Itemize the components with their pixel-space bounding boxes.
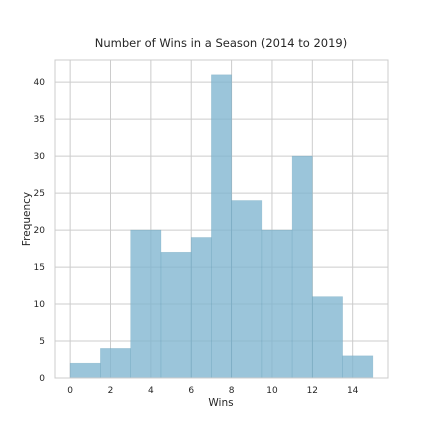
x-tick-label: 0 bbox=[67, 386, 73, 396]
x-tick-label: 10 bbox=[266, 386, 278, 396]
x-tick-labels: 0 2 4 6 8 10 12 14 bbox=[67, 386, 358, 396]
histogram-bar bbox=[69, 362, 101, 379]
y-tick-label: 30 bbox=[34, 152, 46, 162]
y-tick-label: 35 bbox=[34, 115, 45, 125]
histogram-bar bbox=[231, 200, 263, 379]
x-tick-label: 6 bbox=[188, 386, 194, 396]
histogram-bar bbox=[342, 355, 374, 379]
histogram-bar bbox=[291, 155, 313, 379]
x-tick-label: 12 bbox=[307, 386, 318, 396]
y-tick-label: 5 bbox=[39, 337, 45, 347]
x-tick-label: 2 bbox=[108, 386, 114, 396]
y-tick-labels: 0 5 10 15 20 25 30 35 40 bbox=[34, 78, 46, 384]
y-tick-label: 15 bbox=[34, 263, 45, 273]
plot-frame bbox=[54, 59, 389, 379]
y-axis-label: Frequency bbox=[21, 192, 33, 246]
histogram-bar bbox=[312, 296, 343, 379]
histogram-bar bbox=[160, 251, 192, 379]
y-tick-label: 10 bbox=[34, 300, 46, 310]
histogram-bar bbox=[211, 74, 232, 379]
y-tick-label: 25 bbox=[34, 189, 45, 199]
chart-title: Number of Wins in a Season (2014 to 2019… bbox=[95, 36, 347, 50]
y-tick-label: 40 bbox=[34, 78, 46, 88]
histogram-bar bbox=[130, 229, 162, 379]
x-tick-label: 14 bbox=[347, 386, 359, 396]
histogram-bars bbox=[69, 74, 374, 379]
y-tick-label: 0 bbox=[39, 374, 45, 384]
x-tick-label: 4 bbox=[148, 386, 154, 396]
y-tick-label: 20 bbox=[34, 226, 46, 236]
histogram-bar bbox=[261, 229, 293, 379]
histogram-bar bbox=[190, 237, 212, 379]
x-tick-label: 8 bbox=[229, 386, 235, 396]
histogram-bar bbox=[100, 348, 131, 379]
x-axis-label: Wins bbox=[208, 397, 233, 409]
